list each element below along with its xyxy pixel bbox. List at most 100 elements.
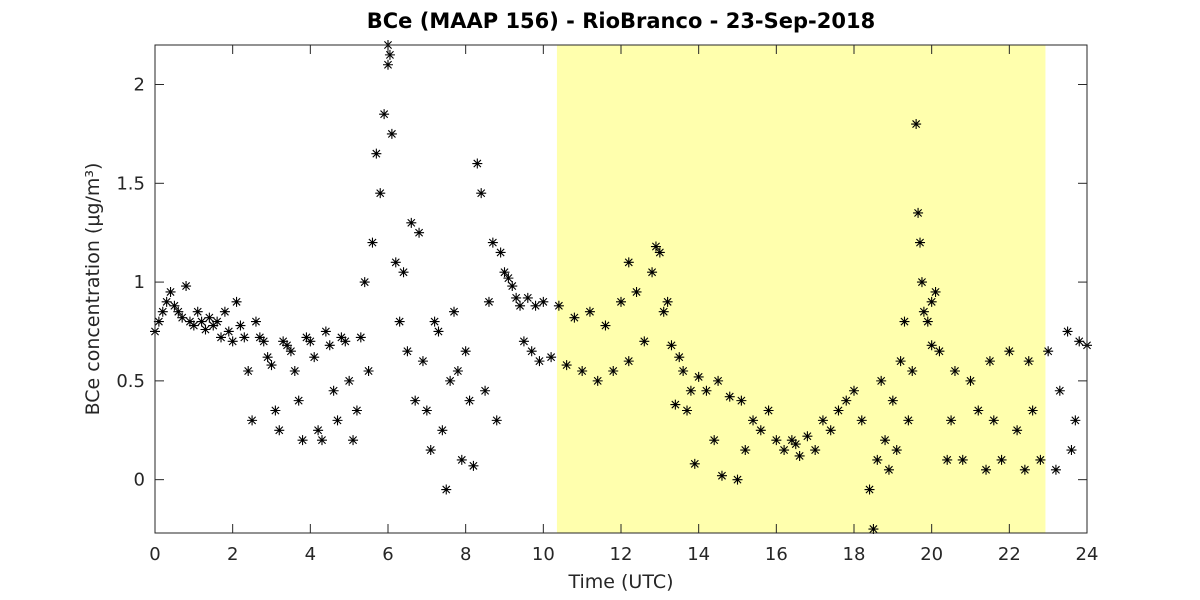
data-point: [616, 296, 626, 307]
data-point: [802, 431, 813, 442]
data-point: [678, 365, 689, 376]
data-point: [499, 267, 510, 278]
data-point: [934, 346, 945, 357]
data-point: [468, 460, 479, 471]
data-point: [763, 405, 774, 416]
data-point: [212, 316, 223, 327]
data-point: [177, 312, 188, 323]
data-point: [732, 474, 743, 485]
data-point: [359, 277, 370, 288]
x-tick-label: 18: [843, 544, 866, 565]
data-point: [984, 356, 995, 367]
data-point: [794, 450, 805, 461]
data-point: [942, 454, 953, 465]
data-point: [534, 356, 545, 367]
data-point: [293, 395, 304, 406]
data-point: [421, 405, 432, 416]
data-point: [899, 316, 910, 327]
data-point: [918, 306, 929, 317]
data-point: [324, 340, 335, 351]
data-point: [355, 332, 366, 343]
data-point: [849, 385, 859, 396]
data-point: [384, 49, 395, 60]
data-point: [522, 292, 533, 303]
data-point: [262, 352, 273, 363]
data-point: [282, 340, 293, 351]
x-tick-label: 0: [149, 544, 160, 565]
data-point: [386, 128, 397, 139]
data-point: [460, 346, 471, 357]
data-point: [713, 375, 724, 386]
data-point: [1070, 415, 1081, 426]
data-point: [577, 365, 588, 376]
data-point: [584, 306, 595, 317]
data-point: [216, 332, 227, 343]
data-point: [429, 316, 440, 327]
data-point: [289, 365, 300, 376]
data-point: [817, 415, 828, 426]
data-point: [670, 399, 681, 410]
data-point: [926, 340, 937, 351]
data-point: [181, 281, 192, 292]
data-point: [483, 296, 494, 307]
data-point: [996, 454, 1007, 465]
data-point: [278, 336, 289, 347]
data-point: [305, 336, 316, 347]
data-point: [472, 158, 483, 169]
data-point: [301, 332, 312, 343]
data-point: [208, 320, 219, 331]
data-point: [285, 346, 296, 357]
data-point: [1012, 425, 1023, 436]
data-point: [184, 316, 195, 327]
data-point: [223, 326, 234, 337]
data-point: [165, 286, 176, 297]
data-point: [736, 395, 747, 406]
data-point: [965, 375, 976, 386]
data-point: [946, 415, 957, 426]
data-point: [1062, 326, 1073, 337]
data-point: [771, 435, 782, 446]
data-point: [192, 306, 203, 317]
data-point: [297, 435, 308, 446]
data-point: [864, 484, 875, 495]
data-point: [390, 257, 401, 268]
data-point: [363, 365, 374, 376]
data-point: [507, 281, 518, 292]
data-point: [367, 237, 378, 248]
data-point: [414, 227, 425, 238]
data-point: [309, 352, 320, 363]
data-point: [1027, 405, 1038, 416]
data-point: [487, 237, 498, 248]
data-point: [348, 435, 359, 446]
y-tick-label: 1: [134, 272, 145, 293]
data-point: [755, 425, 766, 436]
data-point: [907, 365, 918, 376]
data-point: [503, 273, 514, 284]
data-point: [833, 405, 844, 416]
data-point: [452, 365, 463, 376]
data-point: [825, 425, 836, 436]
data-point: [538, 296, 549, 307]
data-point: [748, 415, 759, 426]
data-point: [204, 312, 215, 323]
data-point: [658, 306, 669, 317]
data-point: [227, 336, 238, 347]
data-point: [685, 385, 696, 396]
data-point: [266, 360, 277, 371]
data-point: [701, 385, 712, 396]
data-point: [883, 464, 894, 475]
data-point: [441, 484, 452, 495]
data-point: [328, 385, 339, 396]
data-point: [196, 316, 207, 327]
chart-title: BCe (MAAP 156) - RioBranco - 23-Sep-2018: [367, 9, 875, 33]
data-point: [957, 454, 968, 465]
data-point: [1066, 445, 1077, 456]
x-tick-label: 6: [382, 544, 393, 565]
x-tick-label: 20: [920, 544, 943, 565]
data-point: [569, 312, 580, 323]
data-point: [375, 188, 386, 199]
data-point: [449, 306, 460, 317]
data-point: [437, 425, 448, 436]
data-point: [243, 365, 254, 376]
